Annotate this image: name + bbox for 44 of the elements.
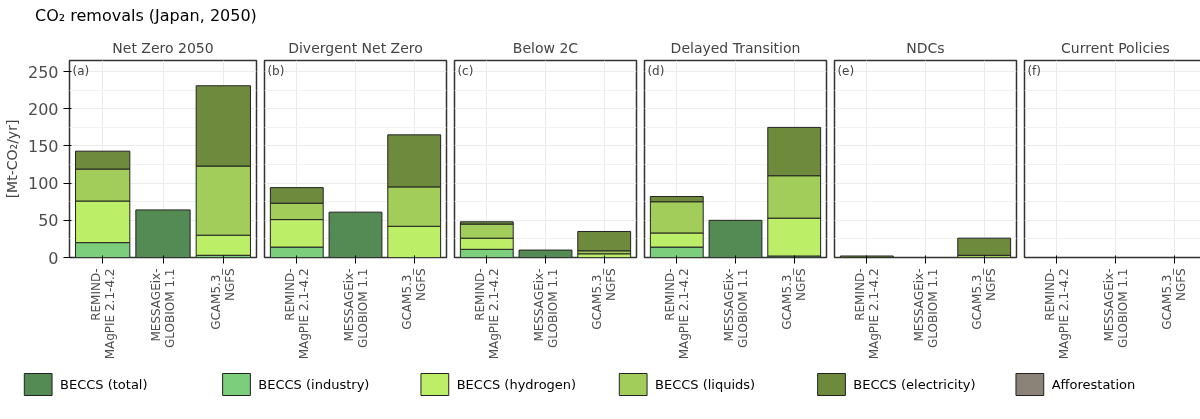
x-tick-label: MESSAGEix- GLOBIOM 1.1 bbox=[721, 268, 750, 348]
x-tick-label: MESSAGEix- GLOBIOM 1.1 bbox=[1101, 268, 1130, 348]
x-tick-label: GCAM5.3_ NGFS bbox=[780, 267, 809, 330]
x-tick-label: GCAM5.3_ NGFS bbox=[400, 267, 429, 330]
text: CO₂ removals (Japan, 2050) bbox=[35, 5, 257, 27]
x-tick-label: MESSAGEix- GLOBIOM 1.1 bbox=[531, 268, 560, 348]
annotation: (c) bbox=[457, 64, 474, 79]
chart-title: Current Policies bbox=[1061, 39, 1170, 56]
chart-title: Net Zero 2050 bbox=[112, 39, 214, 56]
legend-label: BECCS (hydrogen) bbox=[456, 377, 577, 392]
x-tick-label: GCAM5.3_ NGFS bbox=[970, 267, 999, 330]
annotation: (a) bbox=[72, 64, 90, 79]
y-tick-label: 50 bbox=[38, 211, 59, 231]
x-tick-label: GCAM5.3_ NGFS bbox=[209, 267, 238, 330]
chart-title: Divergent Net Zero bbox=[288, 39, 423, 56]
legend-label: BECCS (liquids) bbox=[655, 377, 756, 392]
y-tick-label: 150 bbox=[27, 136, 59, 156]
x-tick-label: REMIND- MAgPIE 2.1-4.2 bbox=[472, 268, 501, 360]
y-tick-label: 100 bbox=[27, 174, 59, 194]
x-tick-label: REMIND- MAgPIE 2.1-4.2 bbox=[662, 268, 691, 360]
legend-label: BECCS (industry) bbox=[258, 377, 370, 392]
y-tick-label: 200 bbox=[27, 99, 59, 119]
annotation: (b) bbox=[267, 64, 285, 79]
x-tick-label: GCAM5.3_ NGFS bbox=[1160, 267, 1189, 330]
legend-label: BECCS (total) bbox=[60, 377, 148, 392]
chart-title: NDCs bbox=[906, 39, 945, 56]
y-axis-title: [Mt-CO₂/yr] bbox=[3, 119, 20, 199]
x-tick-label: REMIND- MAgPIE 2.1-4.2 bbox=[852, 268, 881, 360]
x-tick-label: MESSAGEix- GLOBIOM 1.1 bbox=[149, 268, 177, 348]
legend-label: BECCS (electricity) bbox=[853, 377, 976, 392]
chart-title: Delayed Transition bbox=[670, 39, 801, 56]
x-tick-label: GCAM5.3_ NGFS bbox=[590, 267, 619, 330]
annotation: (e) bbox=[837, 64, 855, 79]
y-tick-label: 250 bbox=[27, 62, 59, 82]
y-tick-label: 0 bbox=[48, 248, 59, 268]
chart-title: Below 2C bbox=[512, 39, 579, 56]
x-tick-label: MESSAGEix- GLOBIOM 1.1 bbox=[341, 268, 370, 348]
x-tick-label: MESSAGEix- GLOBIOM 1.1 bbox=[911, 268, 940, 348]
legend-label: Afforestation bbox=[1051, 377, 1136, 392]
x-tick-label: REMIND- MAgPIE 2.1-4.2 bbox=[1042, 268, 1071, 360]
annotation: (d) bbox=[647, 64, 665, 79]
x-tick-label: REMIND- MAgPIE 2.1-4.2 bbox=[88, 268, 117, 360]
annotation: (f) bbox=[1027, 64, 1042, 79]
x-tick-label: REMIND- MAgPIE 2.1-4.2 bbox=[282, 268, 311, 360]
